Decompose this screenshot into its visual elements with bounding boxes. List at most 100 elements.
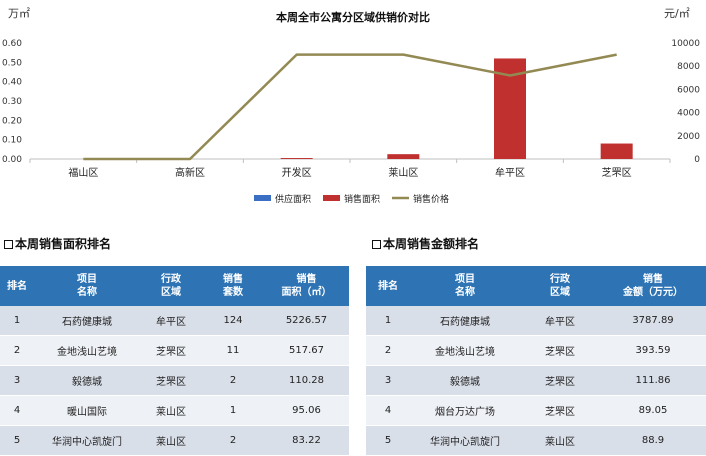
table-cell: 芝罘区: [520, 365, 600, 396]
column-header: 行政 区域: [520, 266, 600, 306]
bar-销售面积: [387, 154, 420, 159]
table-row: 4 烟台万达广场 芝罘区 89.05: [366, 395, 706, 426]
y-right-unit: 元/㎡: [664, 7, 690, 20]
table-cell: 393.59: [600, 335, 706, 366]
column-header: 销售 面积（㎡）: [264, 266, 349, 306]
column-header-text: 项目: [77, 274, 97, 285]
y-left-tick-label: 0.40: [2, 78, 22, 88]
table-cell: 5226.57: [264, 306, 349, 336]
y-left-unit: 万㎡: [8, 7, 30, 20]
table-cell: 95.06: [264, 395, 349, 426]
table-cell: 1: [366, 306, 410, 336]
table-cell: 金地浅山艺境: [410, 335, 520, 366]
table-cell: 1: [202, 395, 264, 426]
table-cell: 3: [0, 365, 34, 396]
chart-title: 本周全市公寓分区域供销价对比: [276, 10, 430, 24]
legend-swatch: [254, 195, 271, 201]
amount-ranking-title: 本周销售金额排名: [372, 235, 479, 252]
table-header-row: 排名 项目 名称 行政 区域 销售 金额（万元）: [366, 266, 706, 306]
table-cell: 牟平区: [140, 306, 202, 336]
area-ranking-title: 本周销售面积排名: [4, 235, 111, 252]
table-cell: 莱山区: [140, 395, 202, 426]
x-tick-label: 高新区: [175, 166, 205, 179]
column-header: 行政 区域: [140, 266, 202, 306]
table-cell: 芝罘区: [140, 335, 202, 366]
x-tick-label: 莱山区: [388, 167, 418, 179]
legend-label: 供应面积: [275, 193, 311, 205]
x-tick-label: 芝罘区: [602, 166, 632, 179]
y-left-tick-label: 0.00: [2, 155, 22, 165]
column-header-text: 区域: [550, 287, 570, 298]
table-cell: 2: [202, 425, 264, 456]
amount-ranking-table: 排名 项目 名称 行政 区域 销售 金额（万元） 1 石药健康城 牟平区 3787.89 2 金地浅山…: [366, 266, 706, 456]
y-right-tick-label: 8000: [677, 62, 700, 72]
table-cell: 毅德城: [34, 365, 140, 396]
column-header-text: 行政: [550, 274, 570, 285]
table-cell: 517.67: [264, 335, 349, 366]
table-cell: 莱山区: [520, 425, 600, 456]
table-cell: 2: [366, 335, 410, 366]
column-header: 销售金额（万元）: [600, 266, 706, 306]
column-header-text: 排名: [378, 280, 398, 292]
table-cell: 芝罘区: [140, 365, 202, 396]
column-header-text: 项目: [455, 274, 475, 285]
y-right-tick-label: 2000: [677, 132, 700, 142]
amount-ranking-title-text: 本周销售金额排名: [383, 237, 480, 251]
table-row: 1 石药健康城 牟平区 3787.89: [366, 306, 706, 336]
table-cell: 111.86: [600, 365, 706, 396]
column-header: 项目 名称: [34, 266, 140, 306]
column-header: 项目 名称: [410, 266, 520, 306]
column-header-text: 金额（万元）: [623, 287, 683, 298]
column-header-text: 区域: [161, 287, 181, 298]
table-cell: 暖山国际: [34, 395, 140, 426]
y-left-tick-label: 0.10: [2, 136, 22, 146]
table-cell: 2: [0, 335, 34, 366]
table-row: 3 毅德城 芝罘区 2 110.28: [0, 365, 349, 396]
y-right-tick-label: 4000: [677, 109, 700, 119]
column-header-text: 面积（㎡）: [281, 287, 332, 298]
column-header-text: 销售: [643, 274, 663, 285]
chart-canvas: 本周全市公寓分区域供销价对比 万㎡ 元/㎡ 0.00 0.10 0.20 0.30 0.40 0…: [2, 7, 700, 205]
line-销售价格: [83, 53, 617, 161]
table-cell: 石药健康城: [410, 306, 520, 336]
table-row: 3 毅德城 芝罘区 111.86: [366, 365, 706, 396]
y-left-tick-label: 0.30: [2, 97, 22, 107]
table-cell: 芝罘区: [520, 335, 600, 366]
legend-label: 销售面积: [344, 193, 380, 205]
table-cell: 124: [202, 306, 264, 336]
legend-label: 销售价格: [413, 193, 449, 205]
table-cell: 华润中心凯旋门: [34, 425, 140, 456]
bar-销售面积: [280, 158, 313, 159]
column-header: 排名: [0, 266, 34, 306]
table-cell: 3787.89: [600, 306, 706, 336]
column-header: 排名: [366, 266, 410, 306]
table-cell: 牟平区: [520, 306, 600, 336]
column-header-text: 排名: [7, 280, 27, 292]
column-header-text: 名称: [77, 287, 97, 298]
section-box-icon: [4, 239, 13, 249]
table-cell: 1: [0, 306, 34, 336]
table-cell: 4: [0, 395, 34, 426]
area-ranking-title-text: 本周销售面积排名: [15, 237, 112, 251]
table-row: 2 金地浅山艺境 芝罘区 11 517.67: [0, 335, 349, 366]
column-header-text: 套数: [223, 287, 243, 298]
table-cell: 毅德城: [410, 365, 520, 396]
y-left-tick-label: 0.60: [2, 39, 22, 49]
section-box-icon: [372, 239, 381, 249]
x-tick-label: 牟平区: [495, 166, 525, 179]
table-row: 5 华润中心凯旋门 莱山区 2 83.22: [0, 425, 349, 456]
table-cell: 石药健康城: [34, 306, 140, 336]
legend-swatch: [323, 195, 340, 201]
table-cell: 88.9: [600, 425, 706, 456]
column-header-text: 销售: [223, 274, 243, 285]
table-cell: 3: [366, 365, 410, 396]
table-cell: 5: [366, 425, 410, 456]
table-cell: 11: [202, 335, 264, 366]
table-cell: 4: [366, 395, 410, 426]
table-cell: 83.22: [264, 425, 349, 456]
x-tick-label: 福山区: [68, 166, 98, 179]
supply-sales-price-chart: 本周全市公寓分区域供销价对比 万㎡ 元/㎡ 0.00 0.10 0.20 0.30 0.40 0…: [0, 0, 706, 215]
column-header: 销售 套数: [202, 266, 264, 306]
table-cell: 2: [202, 365, 264, 396]
table-cell: 烟台万达广场: [410, 395, 520, 426]
